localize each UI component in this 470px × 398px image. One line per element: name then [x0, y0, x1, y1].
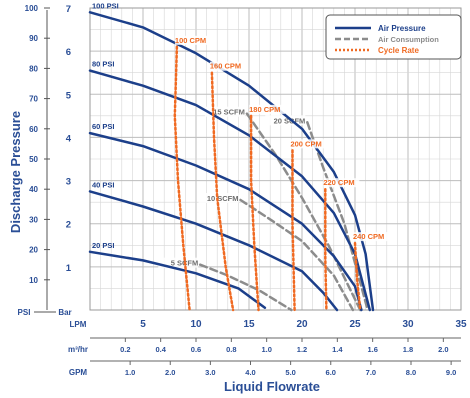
x-m3hr-tick: 1.8 [403, 345, 413, 354]
x-gpm-tick: 8.0 [406, 368, 416, 377]
label-background [265, 115, 306, 126]
x-gpm-tick: 2.0 [165, 368, 175, 377]
air-pressure-line [88, 250, 267, 310]
x-axis-label: Liquid Flowrate [224, 379, 320, 394]
y-tick-bar: 1 [66, 263, 72, 274]
x-gpm-tick: 3.0 [205, 368, 215, 377]
air-pressure-label: 40 PSI [92, 180, 115, 189]
y-tick-psi: 20 [29, 246, 38, 255]
cycle-rate-line [210, 71, 235, 312]
x-tick-lpm: 15 [243, 319, 255, 330]
y-tick-bar: 6 [66, 47, 71, 58]
x-m3hr-tick: 1.2 [297, 345, 307, 354]
y-tick-bar: 7 [66, 4, 71, 15]
y-tick-psi: 80 [29, 64, 38, 73]
x-unit-lpm: LPM [70, 320, 87, 329]
plot-frame [89, 7, 462, 311]
air-consumption-label: 15 SCFM [213, 108, 245, 117]
cycle-rate-line [353, 241, 362, 312]
y-tick-psi: 70 [29, 95, 38, 104]
air-consumption-line [239, 198, 355, 312]
legend-box [325, 14, 462, 60]
y-tick-psi: 90 [29, 34, 38, 43]
x-gpm-tick: 4.0 [245, 368, 255, 377]
x-m3hr-tick: 0.4 [155, 345, 166, 354]
label-background [174, 35, 211, 45]
label-background [353, 232, 389, 242]
y-tick-bar: 3 [66, 177, 71, 188]
cycle-rate-line [249, 114, 260, 312]
air-pressure-line [88, 190, 339, 312]
cycle-rate-label: 100 CPM [175, 36, 206, 45]
air-consumption-label: 20 SCFM [274, 116, 306, 125]
cycle-rate-label: 240 CPM [353, 232, 384, 241]
legend-label-air-consumption: Air Consumption [378, 35, 439, 44]
x-gpm-tick: 5.0 [285, 368, 295, 377]
y-unit-bar: Bar [58, 308, 71, 317]
air-pressure-label: 100 PSI [92, 1, 119, 10]
y-tick-psi: 40 [29, 185, 38, 194]
cycle-rate-label: 180 CPM [249, 105, 280, 114]
x-m3hr-tick: 1.4 [332, 345, 343, 354]
axes: 1 2 3 4 5 6 7 10 20 30 40 50 60 70 80 90 100 5 10 15 20 25 30 3… [25, 4, 467, 377]
x-gpm-tick: 7.0 [366, 368, 376, 377]
air-consumption-line [198, 263, 293, 312]
legend-label-air-pressure: Air Pressure [378, 24, 426, 33]
x-m3hr-tick: 0.2 [120, 345, 130, 354]
x-tick-lpm: 30 [402, 319, 414, 330]
air-pressure-label: 20 PSI [92, 241, 115, 250]
air-consumption-line [245, 112, 362, 312]
x-tick-lpm: 10 [190, 319, 202, 330]
x-m3hr-tick: 0.8 [226, 345, 236, 354]
cycle-rate-label: 220 CPM [323, 178, 354, 187]
x-m3hr-tick: 0.6 [191, 345, 201, 354]
x-gpm-tick: 1.0 [125, 368, 135, 377]
x-tick-lpm: 35 [455, 319, 467, 330]
x-tick-lpm: 25 [349, 319, 361, 330]
y-tick-psi: 100 [25, 4, 39, 13]
cycle-rate-label: 200 CPM [290, 139, 321, 148]
air-pressure-line [88, 131, 363, 312]
x-gpm-tick: 9.0 [446, 368, 456, 377]
label-background [204, 106, 245, 117]
x-gpm-tick: 6.0 [326, 368, 336, 377]
x-unit-m3hr: m³/hr [68, 345, 88, 354]
x-m3hr-tick: 2.0 [438, 345, 448, 354]
cycle-rate-line [324, 187, 328, 312]
y-tick-bar: 5 [66, 90, 72, 101]
legend: Air Pressure Air Consumption Cycle Rate [325, 14, 462, 60]
label-background [249, 104, 286, 114]
legend-label-cycle-rate: Cycle Rate [378, 46, 419, 55]
y-tick-psi: 10 [29, 276, 38, 285]
y-tick-psi: 60 [29, 125, 38, 134]
x-tick-lpm: 5 [140, 319, 146, 330]
air-pressure-label: 80 PSI [92, 60, 115, 69]
label-background [158, 257, 199, 268]
y-tick-bar: 2 [66, 220, 71, 231]
cycle-rate-label: 160 CPM [210, 62, 241, 71]
x-unit-gpm: GPM [69, 368, 88, 377]
y-tick-psi: 30 [29, 215, 38, 224]
air-pressure-label: 60 PSI [92, 122, 115, 131]
x-m3hr-tick: 1.6 [367, 345, 377, 354]
cycle-rate-line [173, 45, 191, 312]
cycle-rate-line [291, 149, 296, 312]
y-unit-psi: PSI [18, 308, 31, 317]
label-background [323, 178, 360, 188]
label-background [198, 192, 239, 203]
x-tick-lpm: 20 [296, 319, 308, 330]
label-background [290, 139, 327, 149]
air-pressure-line [88, 69, 372, 312]
y-tick-bar: 4 [66, 133, 72, 144]
label-background [209, 61, 246, 71]
x-m3hr-tick: 1.0 [261, 345, 271, 354]
air-consumption-label: 10 SCFM [207, 194, 239, 203]
y-tick-psi: 50 [29, 155, 38, 164]
y-axis-label: Discharge Pressure [8, 111, 23, 233]
